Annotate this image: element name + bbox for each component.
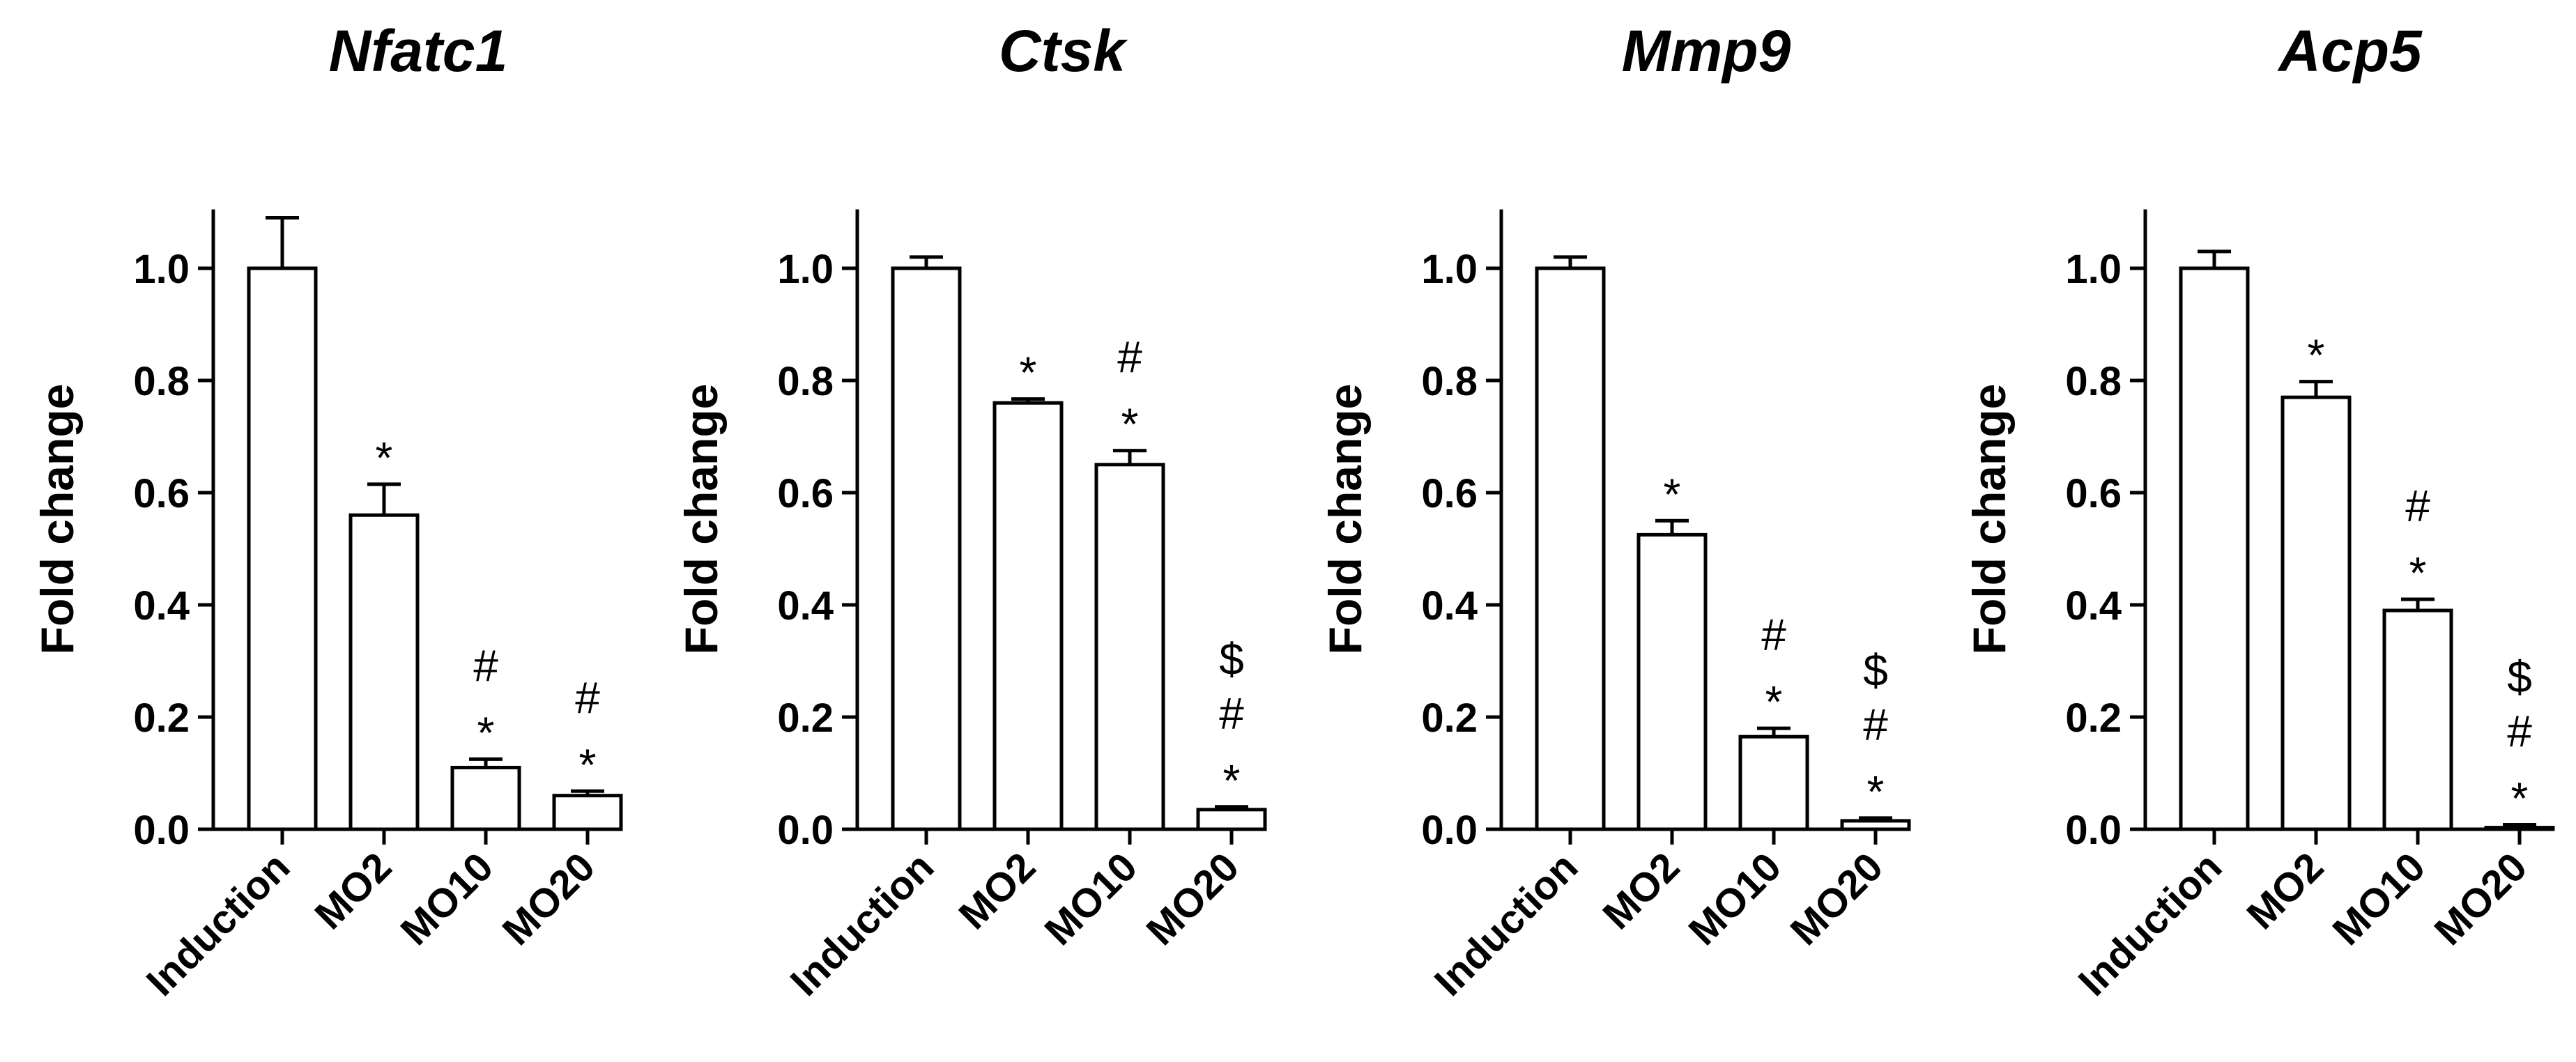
significance-marker: * [477, 707, 495, 757]
significance-marker: * [376, 433, 393, 483]
x-tick-label: Induction [782, 844, 942, 1004]
significance-marker: # [2405, 481, 2430, 531]
y-tick-label: 0.0 [1421, 808, 1478, 853]
bar-mo20 [1196, 808, 1267, 831]
y-tick-label: 0.4 [133, 583, 190, 629]
bar-induction [247, 266, 318, 831]
chart-svg: Nfatc1 Fold change 0.0 0.2 0.4 0.6 0.8 1.0 Induc… [31, 18, 623, 1005]
bar-mo2 [348, 513, 420, 831]
y-tick-label: 0.2 [777, 695, 834, 741]
significance-marker: # [575, 672, 600, 723]
significance-marker: * [1867, 767, 1885, 817]
y-tick-label: 0.6 [133, 471, 190, 516]
y-tick-label: 1.0 [133, 247, 190, 292]
bar-mo10 [1094, 463, 1165, 831]
chart-svg: Ctsk Fold change 0.0 0.2 0.4 0.6 0.8 1.0 Inducti… [675, 18, 1267, 1005]
significance-marker: * [1765, 677, 1783, 727]
y-axis-label: Fold change [31, 384, 83, 655]
bar-mo10 [1738, 734, 1809, 831]
x-tick-label: MO20 [1138, 844, 1248, 954]
y-tick-label: 0.6 [2065, 471, 2122, 516]
bar-mo20 [1840, 819, 1911, 831]
y-tick-label: 1.0 [2065, 247, 2122, 292]
x-tick-label: MO10 [392, 844, 503, 954]
chart-svg: Mmp9 Fold change 0.0 0.2 0.4 0.6 0.8 1.0 Inducti… [1319, 18, 1911, 1005]
y-axis-label: Fold change [675, 384, 727, 655]
bar-mo2 [2280, 395, 2352, 831]
chart-svg: Acp5 Fold change 0.0 0.2 0.4 0.6 0.8 1.0 Inducti… [1963, 18, 2555, 1005]
x-tick-label: Induction [2070, 844, 2230, 1004]
x-tick-label: MO2 [306, 844, 400, 938]
y-tick-label: 1.0 [777, 247, 834, 292]
x-tick-label: MO10 [1680, 844, 1791, 954]
significance-marker: * [2511, 774, 2529, 824]
x-tick-label: Induction [138, 844, 298, 1004]
significance-marker: $ [2507, 652, 2532, 702]
y-tick-label: 0.4 [2065, 583, 2122, 629]
significance-marker: * [2409, 548, 2427, 598]
x-tick-label: MO10 [1036, 844, 1147, 954]
x-tick-label: MO2 [2238, 844, 2332, 938]
bar-mo20 [552, 794, 623, 831]
bar-induction [2179, 266, 2250, 831]
chart-panel-mmp9: Mmp9 Fold change 0.0 0.2 0.4 0.6 0.8 1.0 Inducti… [1288, 0, 1932, 1062]
y-tick-label: 0.2 [1421, 695, 1478, 741]
y-axis-label: Fold change [1319, 384, 1371, 655]
significance-marker: * [1664, 469, 1681, 519]
chart-title: Acp5 [2277, 18, 2423, 84]
chart-title: Mmp9 [1622, 18, 1791, 84]
significance-marker: # [1219, 688, 1244, 739]
y-tick-label: 0.0 [2065, 808, 2122, 853]
bar-mo2 [992, 401, 1064, 831]
significance-marker: # [1117, 332, 1142, 383]
y-tick-label: 0.2 [2065, 695, 2122, 741]
bar-mo2 [1636, 532, 1708, 831]
x-tick-label: MO20 [1782, 844, 1892, 954]
chart-panel-ctsk: Ctsk Fold change 0.0 0.2 0.4 0.6 0.8 1.0 Inducti… [644, 0, 1288, 1062]
chart-title: Nfatc1 [329, 18, 508, 84]
y-tick-label: 0.6 [1421, 471, 1478, 516]
significance-marker: # [1761, 610, 1786, 660]
y-tick-label: 0.6 [777, 471, 834, 516]
significance-marker: * [1121, 399, 1139, 449]
y-tick-label: 0.4 [1421, 583, 1478, 629]
y-axis-label: Fold change [1963, 384, 2015, 655]
y-tick-label: 0.8 [133, 359, 190, 404]
y-tick-label: 1.0 [1421, 247, 1478, 292]
y-tick-label: 0.2 [133, 695, 190, 741]
bar-induction [891, 266, 962, 831]
significance-marker: * [1223, 755, 1241, 806]
significance-marker: # [2507, 707, 2532, 757]
significance-marker: * [2308, 330, 2325, 380]
significance-marker: * [1020, 348, 1037, 398]
x-tick-label: MO2 [1594, 844, 1688, 938]
chart-title: Ctsk [999, 18, 1128, 84]
chart-panel-nfatc1: Nfatc1 Fold change 0.0 0.2 0.4 0.6 0.8 1.0 Induc… [0, 0, 644, 1062]
x-tick-label: MO10 [2324, 844, 2435, 954]
x-tick-label: MO20 [2426, 844, 2536, 954]
significance-marker: $ [1219, 634, 1244, 684]
x-tick-label: MO2 [950, 844, 1044, 938]
y-tick-label: 0.0 [133, 808, 190, 853]
x-tick-label: Induction [1426, 844, 1586, 1004]
significance-marker: # [473, 640, 498, 691]
bar-mo10 [2382, 608, 2453, 831]
chart-panel-acp5: Acp5 Fold change 0.0 0.2 0.4 0.6 0.8 1.0 Inducti… [1932, 0, 2576, 1062]
y-tick-label: 0.4 [777, 583, 834, 629]
bar-mo10 [450, 765, 521, 831]
y-tick-label: 0.0 [777, 808, 834, 853]
significance-marker: # [1863, 700, 1888, 750]
y-tick-label: 0.8 [2065, 359, 2122, 404]
x-tick-label: MO20 [494, 844, 604, 954]
y-tick-label: 0.8 [1421, 359, 1478, 404]
bar-mo20 [2484, 826, 2555, 831]
bar-induction [1535, 266, 1606, 831]
significance-marker: * [579, 739, 597, 790]
significance-marker: $ [1863, 645, 1888, 695]
y-tick-label: 0.8 [777, 359, 834, 404]
